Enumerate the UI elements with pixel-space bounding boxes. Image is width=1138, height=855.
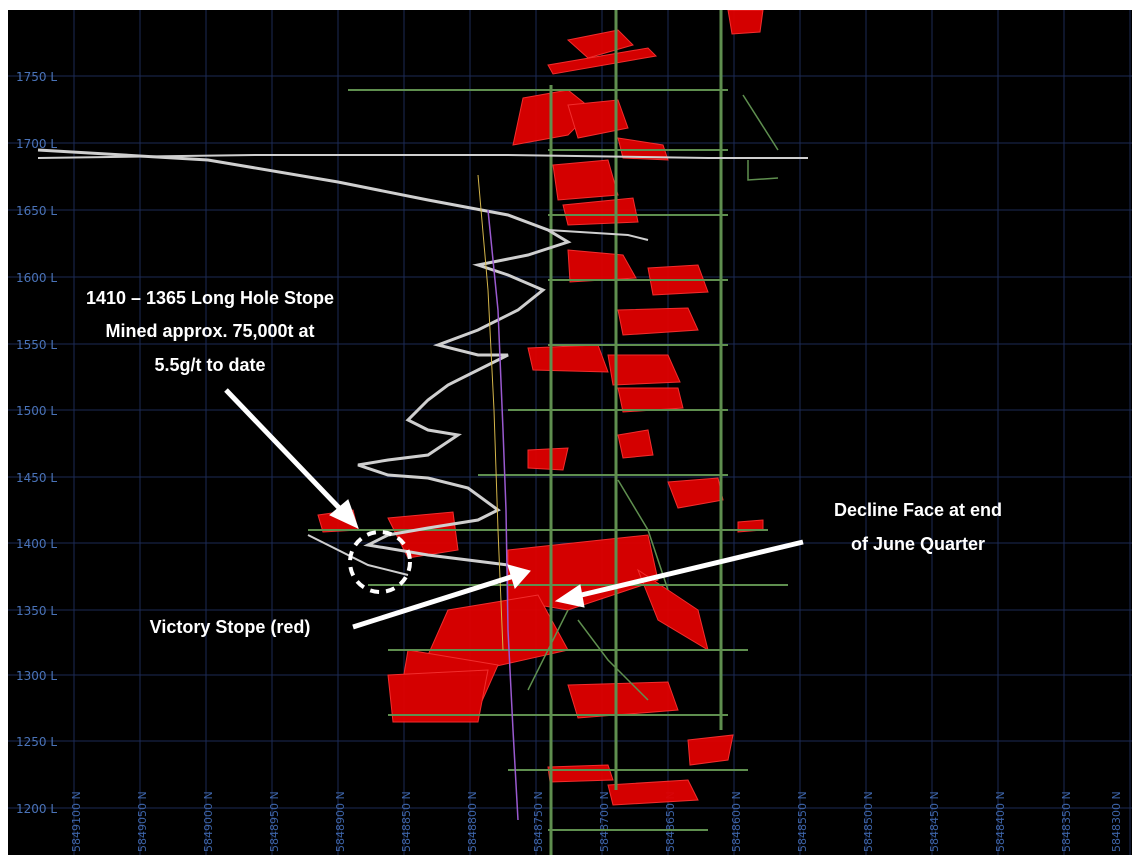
level-label-1300: 1300 L: [16, 669, 57, 683]
arrow-decline-face: [572, 539, 804, 600]
northing-label: 5848800 N: [466, 791, 479, 852]
drive: [617, 479, 669, 591]
stope-shape: [567, 681, 679, 719]
level-label-1650: 1650 L: [16, 204, 57, 218]
level-label-1550: 1550 L: [16, 338, 57, 352]
stope-shape: [567, 99, 629, 139]
northing-label: 5848300 N: [1110, 791, 1123, 852]
stope-shape: [547, 764, 614, 783]
level-label-1350: 1350 L: [16, 604, 57, 618]
level-label-1750: 1750 L: [16, 70, 57, 84]
stope-solids: [317, 10, 764, 806]
long-section-view: 1750 L 1700 L 1650 L 1600 L 1550 L 1500 …: [8, 10, 1132, 855]
northing-label: 5849000 N: [202, 791, 215, 852]
annotation-line: of June Quarter: [851, 534, 985, 554]
arrow-victory-stope: [352, 573, 515, 630]
decline-path: [307, 534, 409, 576]
northing-label: 5849050 N: [136, 791, 149, 852]
annotation-victory-stope: Victory Stope (red): [150, 617, 311, 637]
stope-shape: [617, 429, 654, 459]
drive: [742, 94, 779, 151]
northing-label: 5848850 N: [400, 791, 413, 852]
decline-path: [37, 148, 572, 567]
annotation-arrows: [224, 388, 804, 630]
northing-label: 5848950 N: [268, 791, 281, 852]
drive: [577, 619, 649, 701]
development-drives: [308, 10, 788, 855]
stope-shape: [567, 249, 637, 283]
stope-shape: [387, 511, 459, 559]
decline-path: [37, 154, 808, 159]
northing-label: 5848700 N: [598, 791, 611, 852]
stope-shape: [617, 307, 699, 336]
grid-lines: [8, 10, 1132, 855]
northing-label: 5848500 N: [862, 791, 875, 852]
northing-label: 5848900 N: [334, 791, 347, 852]
annotation-line: Decline Face at end: [834, 500, 1002, 520]
drillhole-trace: [487, 209, 519, 821]
borehole-trace: [477, 174, 504, 651]
northing-label: 5848400 N: [994, 791, 1007, 852]
northing-labels: 5849100 N 5849050 N 5849000 N 5848950 N …: [70, 791, 1123, 852]
level-label-1700: 1700 L: [16, 137, 57, 151]
stope-shape: [667, 477, 724, 509]
drive: [527, 609, 569, 691]
drive: [747, 160, 779, 181]
northing-label: 5848650 N: [664, 791, 677, 852]
annotation-long-hole-stope: 1410 – 1365 Long Hole Stope Mined approx…: [86, 288, 334, 375]
level-label-1200: 1200 L: [16, 802, 57, 816]
northing-label: 5849100 N: [70, 791, 83, 852]
arrow-long-hole-stope: [224, 388, 346, 515]
northing-label: 5848550 N: [796, 791, 809, 852]
level-label-1450: 1450 L: [16, 471, 57, 485]
stope-shape: [607, 779, 699, 806]
level-label-1250: 1250 L: [16, 735, 57, 749]
northing-label: 5848350 N: [1060, 791, 1073, 852]
stope-shape: [552, 159, 619, 201]
arrow-head: [329, 499, 359, 529]
level-label-1500: 1500 L: [16, 404, 57, 418]
level-label-1400: 1400 L: [16, 537, 57, 551]
annotation-line: Mined approx. 75,000t at: [105, 321, 314, 341]
stope-highlight-circle: [348, 530, 412, 594]
section-canvas: 1750 L 1700 L 1650 L 1600 L 1550 L 1500 …: [8, 10, 1132, 855]
annotation-line: 5.5g/t to date: [154, 355, 265, 375]
annotation-line: 1410 – 1365 Long Hole Stope: [86, 288, 334, 308]
level-label-1600: 1600 L: [16, 271, 57, 285]
stope-shape: [727, 10, 764, 35]
decline-ramp: [37, 148, 808, 576]
northing-label: 5848600 N: [730, 791, 743, 852]
stope-shape: [687, 734, 734, 766]
level-labels: 1750 L 1700 L 1650 L 1600 L 1550 L 1500 …: [16, 70, 57, 816]
stope-shape: [387, 669, 489, 723]
arrow-head: [554, 584, 585, 608]
stope-shape: [607, 354, 681, 386]
decline-path: [547, 229, 649, 241]
stope-shape: [527, 447, 569, 471]
northing-label: 5848450 N: [928, 791, 941, 852]
northing-label: 5848750 N: [532, 791, 545, 852]
stope-shape: [527, 344, 609, 373]
annotation-decline-face: Decline Face at end of June Quarter: [834, 500, 1002, 554]
arrow-head: [507, 564, 531, 590]
stope-shape: [617, 387, 684, 413]
stope-shape: [562, 197, 639, 226]
